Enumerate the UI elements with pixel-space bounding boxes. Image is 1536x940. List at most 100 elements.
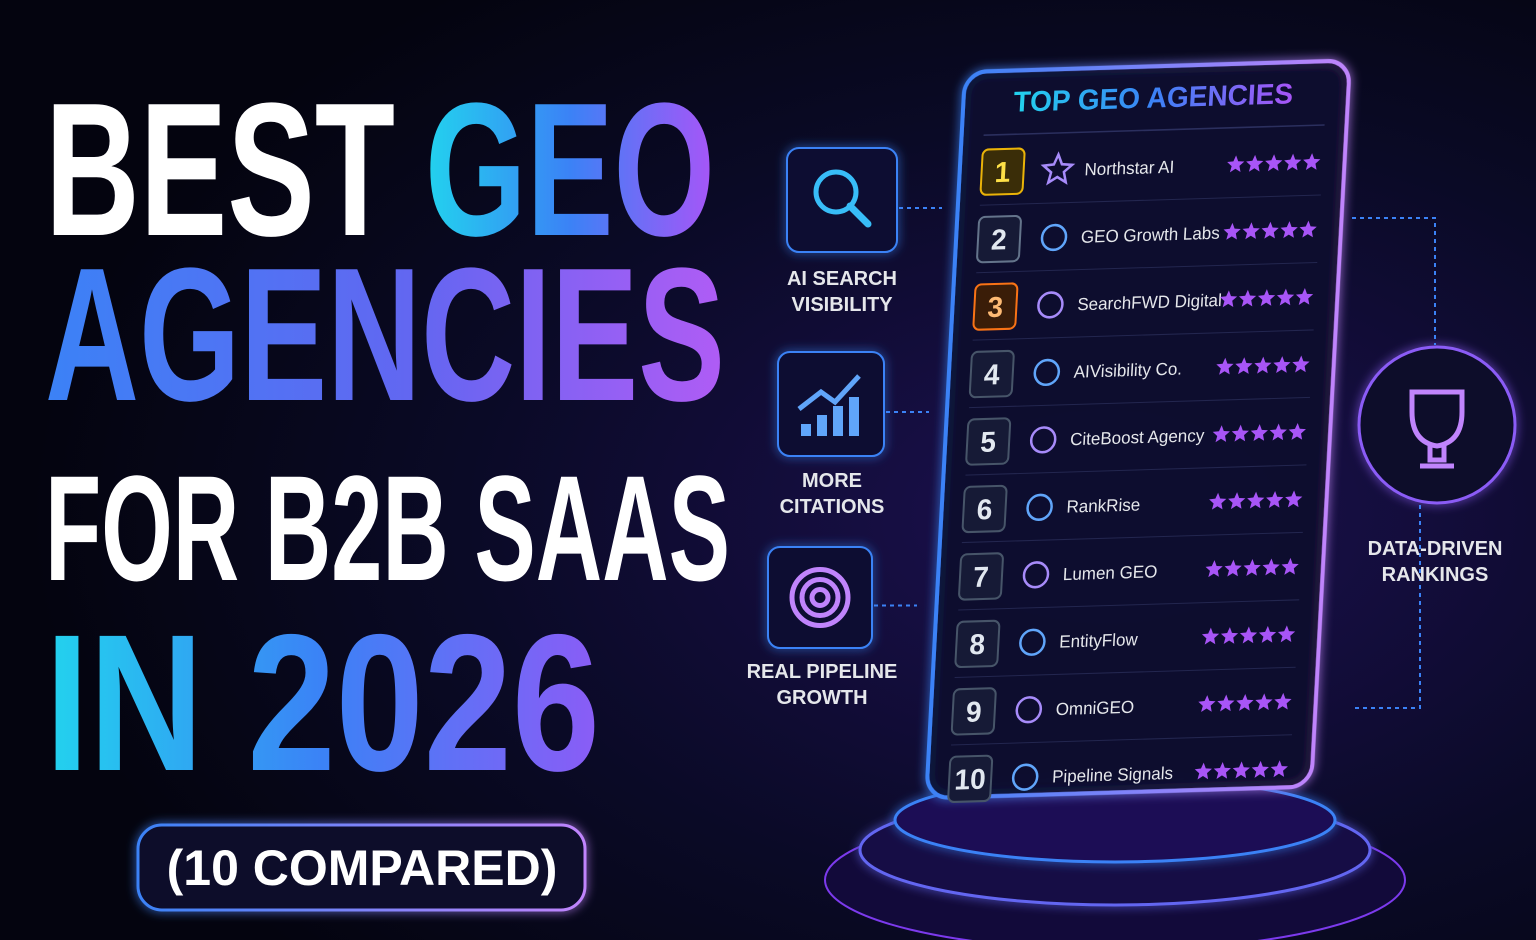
connector (1352, 217, 1436, 709)
agency-name: CiteBoost Agency (1070, 425, 1206, 449)
badge-frame (136, 823, 587, 912)
rating-star (1303, 153, 1321, 171)
rating-star (1247, 491, 1265, 509)
feature-label: RANKINGS (1382, 564, 1489, 586)
feature-label: VISIBILITY (791, 294, 893, 316)
agency-name: EntityFlow (1059, 629, 1139, 652)
rank-box (947, 754, 994, 803)
rating-star (1201, 627, 1220, 645)
rank-number: 9 (965, 696, 982, 729)
rank-number: 1 (994, 156, 1011, 189)
rating-star (1269, 423, 1287, 441)
trophy (1409, 389, 1465, 469)
rating-star (1205, 560, 1223, 578)
title-rule (983, 124, 1325, 136)
row-icon (1011, 763, 1039, 791)
rating-star (1299, 220, 1317, 238)
feature-box (786, 147, 898, 253)
row-icon (1037, 291, 1064, 319)
icon (846, 202, 872, 228)
rating-star (1219, 290, 1238, 308)
agency-name: Lumen GEO (1062, 561, 1158, 584)
rating-star (1258, 625, 1277, 643)
rating-star (1281, 557, 1299, 575)
row-icon (1029, 426, 1057, 454)
agency-name: GEO Growth Labs (1080, 222, 1220, 246)
row-rule (958, 599, 1300, 611)
rank-box (961, 484, 1008, 534)
rating-star (1238, 289, 1257, 307)
rating-star (1277, 625, 1296, 643)
rating-star (1246, 154, 1264, 172)
rating-star (1250, 424, 1268, 442)
rank-number: 8 (969, 629, 986, 662)
rating-star (1194, 762, 1212, 780)
feature-label: AI SEARCH (787, 268, 897, 290)
rating-star (1217, 694, 1235, 712)
rating-star (1285, 490, 1303, 508)
rating-star (1231, 424, 1249, 442)
agency-name: OmniGEO (1055, 697, 1134, 720)
feature-label: GROWTH (776, 687, 867, 709)
icon (801, 424, 811, 436)
rank-box (958, 552, 1004, 601)
rating-star (1255, 693, 1273, 711)
icon (809, 587, 831, 608)
row-rule (972, 329, 1314, 341)
feature-box (767, 546, 873, 649)
headline-word: AGENCIES (45, 229, 725, 441)
rating-star (1236, 693, 1254, 711)
feature-box (777, 351, 885, 457)
row-rule (976, 261, 1318, 274)
rank-number: 2 (990, 224, 1007, 257)
rating-star (1235, 357, 1253, 375)
rating-star (1227, 155, 1245, 173)
row-icon (1040, 151, 1076, 186)
icon (799, 577, 841, 618)
row-rule (979, 194, 1321, 206)
rating-star (1270, 760, 1288, 778)
rank-box (976, 214, 1022, 264)
rating-star (1251, 760, 1269, 778)
rating-star (1220, 627, 1239, 645)
rating-star (1273, 356, 1291, 374)
rating-star (1209, 492, 1227, 510)
rank-number: 6 (976, 494, 993, 527)
icon (817, 415, 827, 436)
row-rule (954, 666, 1296, 679)
rating-star (1292, 355, 1310, 373)
rating-star (1254, 356, 1272, 374)
row-rule (951, 734, 1293, 746)
rank-number: 7 (972, 561, 989, 594)
row-icon (1015, 696, 1043, 724)
feature-label: MORE (802, 470, 862, 492)
podium (824, 776, 1406, 940)
rating-star (1261, 221, 1279, 239)
rating-star (1213, 762, 1231, 779)
rank-box (979, 147, 1026, 196)
rank-box (972, 282, 1019, 331)
icon (849, 397, 859, 436)
rating-star (1295, 288, 1314, 305)
icon (833, 406, 843, 436)
headline-word: BEST (45, 64, 395, 276)
rating-star (1212, 425, 1230, 443)
rank-box (954, 619, 1001, 669)
agency-name: Pipeline Signals (1052, 763, 1174, 787)
icon (789, 567, 851, 628)
agency-name: Northstar AI (1084, 156, 1175, 179)
rating-star (1266, 491, 1284, 508)
row-icon (1033, 358, 1061, 387)
rank-box (950, 687, 997, 736)
headline-word: GEO (425, 64, 715, 276)
agency-name: SearchFWD Digital (1077, 290, 1223, 315)
feature-label: REAL PIPELINE (747, 661, 898, 683)
feature-label: CITATIONS (780, 496, 885, 518)
feature-ring (1357, 345, 1517, 505)
rating-star (1284, 153, 1302, 171)
rank-number: 10 (954, 763, 987, 796)
row-rule (969, 396, 1311, 409)
rating-star (1288, 422, 1306, 440)
rating-star (1262, 558, 1280, 576)
